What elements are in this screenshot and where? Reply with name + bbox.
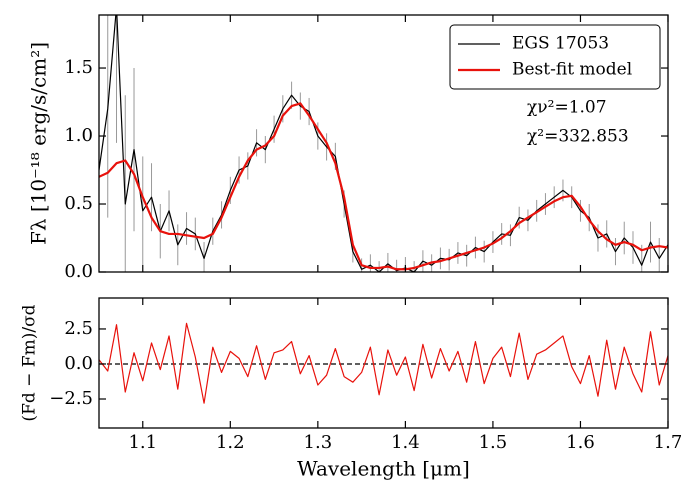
y-tick-label: −2.5 [49, 388, 93, 409]
x-tick-label: 1.1 [128, 432, 157, 453]
y-axis-label: (Fd − Fm)/σd [20, 304, 40, 421]
x-axis-label: Wavelength [μm] [297, 457, 470, 481]
axes-frame [98, 14, 669, 273]
y-axis-label: Fλ [10⁻¹⁸ erg/s/cm²] [27, 42, 51, 245]
legend-label: Best-fit model [512, 60, 632, 80]
y-tick-label: 0.0 [64, 353, 93, 374]
y-tick-label: 1.5 [64, 57, 93, 78]
x-tick-label: 1.6 [566, 432, 595, 453]
y-tick-label: 1.0 [64, 125, 93, 146]
y-tick-label: 2.5 [64, 318, 93, 339]
x-tick-label: 1.4 [391, 432, 420, 453]
x-tick-label: 1.3 [304, 432, 333, 453]
series-line [99, 322, 668, 404]
y-tick-label: 0.0 [64, 261, 93, 282]
annotation: χν²=1.07 [527, 98, 607, 118]
x-tick-label: 1.7 [654, 432, 683, 453]
plot-area [99, 15, 668, 272]
plot-area [99, 322, 668, 404]
series-line [99, 102, 668, 271]
axes-frame [98, 297, 669, 429]
annotation: χ²=332.853 [527, 127, 629, 147]
x-tick-label: 1.5 [479, 432, 508, 453]
legend-box [449, 24, 661, 90]
y-tick-label: 0.5 [64, 193, 93, 214]
x-tick-label: 1.2 [216, 432, 245, 453]
legend-label: EGS 17053 [512, 34, 609, 54]
